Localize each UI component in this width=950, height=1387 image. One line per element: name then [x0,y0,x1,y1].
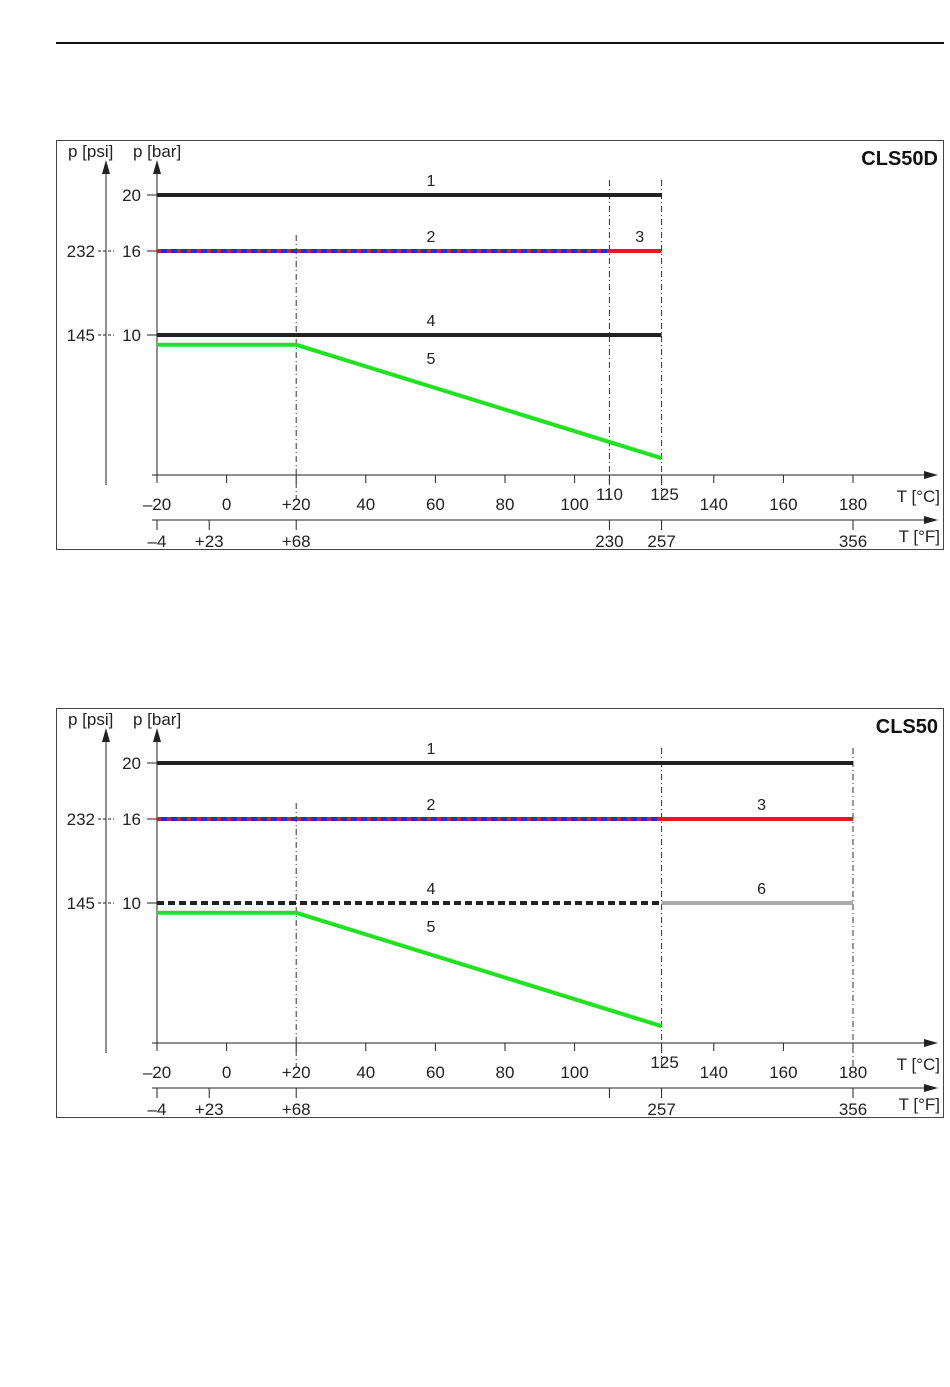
chart2-xlabel-f: T [°F] [899,1095,940,1114]
chart2-x2tick-label-1: +23 [195,1100,224,1119]
chart-cls50: CLS50 p [psi] p [bar] 20 16 10 232 145 –20 0 +20 40… [0,698,950,1128]
chart2-xlabel-c: T [°C] [897,1055,940,1074]
chart2-bar-axis-arrow [153,728,161,742]
chart1-xtick-label-1: 0 [222,495,231,514]
chart2-xtick-label-9: 160 [769,1063,797,1082]
chart2-x2tick-label-4: 356 [839,1100,867,1119]
chart2-x-axis-arrow [924,1039,938,1047]
chart1-x2tick-label-1: +23 [195,532,224,551]
chart2-x2-axis-arrow [924,1084,938,1092]
chart1-xlabel-c: T [°C] [897,487,940,506]
chart2-curve-label-1: 1 [427,741,436,758]
chart1-curve-label-2: 2 [427,229,436,246]
chart1-x2tick-label-0: –4 [148,532,167,551]
chart2-curve-label-2: 2 [427,797,436,814]
chart2-xtick-label-6: 100 [560,1063,588,1082]
chart2-ytick-bar-label-10: 10 [122,894,141,913]
chart2-ytick-psi-label-145: 145 [67,894,95,913]
chart1-bar-axis-arrow [153,160,161,174]
chart2-series-5-line [157,910,663,1029]
chart1-ytick-bar-label-20: 20 [122,186,141,205]
chart1-xtick-label-11: 180 [839,495,867,514]
chart2-curve-label-4: 4 [427,881,436,898]
chart1-frame [56,140,944,550]
chart1-x2tick-label-3: 230 [595,532,623,551]
chart1-ylabel-bar: p [bar] [133,142,181,161]
chart2-ylabel-psi: p [psi] [68,710,113,729]
chart2-xtick-label-8: 140 [700,1063,728,1082]
chart2-ytick-psi-label-232: 232 [67,810,95,829]
chart1-psi-axis-arrow [102,160,110,174]
chart2-title: CLS50 [876,716,938,738]
chart2-curve-label-3: 3 [757,797,766,814]
chart1-title: CLS50D [861,148,938,170]
chart2-x2tick-label-0: –4 [148,1100,167,1119]
chart2-curve-label-6: 6 [757,881,766,898]
chart1-ytick-psi-label-145: 145 [67,326,95,345]
chart-cls50d: CLS50D p [psi] p [bar] 20 16 10 232 145 –20 0 +20 4… [0,130,950,560]
chart1-xtick-label-4: 60 [426,495,445,514]
chart1-xtick-label-9: 140 [700,495,728,514]
chart2-xtick-label-2: +20 [282,1063,311,1082]
chart1-ytick-bar-label-16: 16 [122,242,141,261]
chart2-x2tick-label-2: +68 [282,1100,311,1119]
chart1-x-axis-arrow [924,471,938,479]
chart2-ytick-bar-label-20: 20 [122,754,141,773]
chart2-xtick-label-10: 180 [839,1063,867,1082]
chart1-xtick-label-3: 40 [356,495,375,514]
chart1-ytick-bar-label-10: 10 [122,326,141,345]
chart2-psi-axis-arrow [102,728,110,742]
chart1-xtick-label-5: 80 [496,495,515,514]
chart2-xtick-label-5: 80 [496,1063,515,1082]
chart1-curve-label-1: 1 [427,173,436,190]
chart2-xtick-label-4: 60 [426,1063,445,1082]
chart1-xtick-label-0: –20 [143,495,171,514]
chart1-curve-label-4: 4 [427,313,436,330]
chart1-xlabel-f: T [°F] [899,527,940,546]
chart1-curve-label-5: 5 [427,351,436,368]
chart2-xtick-label-3: 40 [356,1063,375,1082]
chart1-x2-axis-arrow [924,516,938,524]
chart1-x2tick-label-2: +68 [282,532,311,551]
chart1-series-5-line [157,342,663,461]
chart1-ytick-psi-label-232: 232 [67,242,95,261]
chart2-ylabel-bar: p [bar] [133,710,181,729]
chart2-x2tick-label-3: 257 [647,1100,675,1119]
top-rule [56,42,944,44]
chart2-ytick-bar-label-16: 16 [122,810,141,829]
chart1-x2tick-label-4: 257 [647,532,675,551]
chart2-curve-label-5: 5 [427,919,436,936]
chart1-xtick-label-2: +20 [282,495,311,514]
chart1-curve-label-3: 3 [635,229,644,246]
chart1-xtick-label-10: 160 [769,495,797,514]
chart2-frame [56,708,944,1118]
chart1-xtick-label-8: 125 [650,485,678,504]
chart2-xtick-label-0: –20 [143,1063,171,1082]
chart1-ylabel-psi: p [psi] [68,142,113,161]
chart1-x2tick-label-5: 356 [839,532,867,551]
chart1-xtick-label-6: 100 [560,495,588,514]
chart2-xtick-label-7: 125 [650,1053,678,1072]
chart2-xtick-label-1: 0 [222,1063,231,1082]
